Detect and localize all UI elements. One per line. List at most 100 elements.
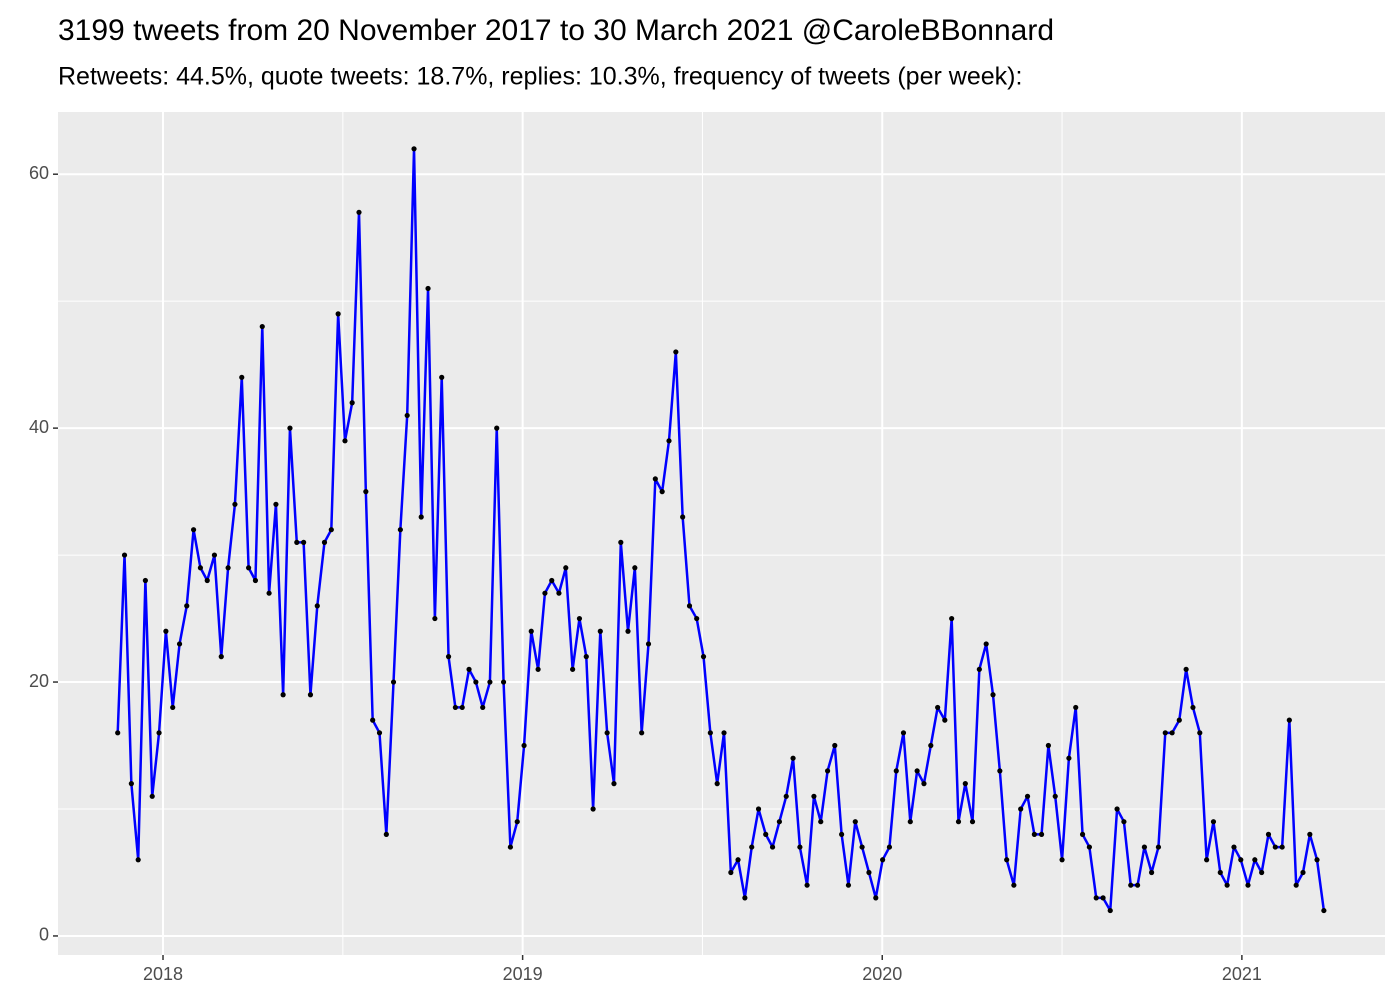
data-point [1307,831,1313,837]
data-point [232,501,238,507]
data-point [115,730,121,736]
data-point [149,793,155,799]
data-point [170,704,176,711]
y-tick-label: 0 [39,925,49,945]
data-point [1169,730,1175,736]
data-point [225,565,231,571]
data-point [1293,882,1299,888]
y-tick-label: 40 [29,417,49,437]
data-point [1018,806,1024,812]
data-point [604,730,610,736]
data-point [294,539,300,545]
data-point [824,768,831,774]
data-point [349,400,355,406]
data-point [776,819,782,825]
data-point [432,615,438,622]
data-point [852,819,858,825]
data-point [997,768,1003,774]
data-point [266,590,272,596]
data-point [1011,882,1017,888]
data-point [556,590,562,596]
data-point [866,869,872,876]
data-point [1238,857,1244,863]
data-point [783,793,789,799]
data-point [514,819,520,825]
y-tick-label: 20 [29,671,49,691]
data-point [218,654,224,660]
data-point [1155,844,1162,850]
data-point [714,781,720,787]
data-point [1066,755,1072,761]
data-point [1259,869,1265,876]
data-point [666,438,672,444]
data-point [570,666,576,672]
data-point [673,349,679,355]
data-point [590,806,596,812]
data-point [811,793,817,799]
data-point [625,628,631,634]
data-point [1190,704,1196,711]
data-point [370,717,376,723]
data-point [1059,857,1065,863]
x-tick-label: 2021 [1222,964,1262,984]
data-point [1114,806,1120,812]
data-point [1231,844,1237,850]
data-point [439,374,445,380]
x-tick-label: 2018 [143,964,183,984]
x-tick-label: 2019 [503,964,543,984]
data-point [728,869,734,876]
data-point [184,603,190,609]
data-point [239,374,245,380]
data-point [190,527,197,533]
data-point [983,641,989,647]
data-point [955,819,962,825]
data-point [1321,907,1327,914]
data-point [845,882,852,888]
data-point [176,641,183,647]
data-point [321,539,328,545]
data-point [487,679,493,685]
data-point [632,565,638,571]
data-point [886,844,893,850]
data-point [597,628,603,634]
data-point [197,565,204,571]
data-point [1038,831,1045,837]
data-point [535,666,541,672]
data-point [528,628,534,634]
data-point [949,615,955,622]
chart-subtitle: Retweets: 44.5%, quote tweets: 18.7%, re… [58,63,1022,91]
data-point [163,628,169,634]
data-point [942,717,948,723]
data-point [686,603,693,609]
data-point [459,704,465,711]
data-point [1224,882,1230,888]
data-point [804,882,810,888]
data-point [755,806,762,812]
data-point [1252,857,1258,863]
data-point [659,489,665,495]
data-point [356,209,362,215]
data-point [818,819,824,825]
data-point [142,577,148,584]
data-point [397,527,403,533]
data-point [363,489,369,495]
data-point [1217,869,1223,876]
data-point [639,730,645,736]
data-point [1149,869,1155,876]
data-point [962,781,968,787]
data-point [383,831,389,837]
data-point [1107,907,1113,914]
data-point [928,742,934,749]
data-point [680,514,686,520]
data-point [135,857,141,863]
data-point [1183,666,1189,672]
data-point [549,577,555,584]
data-point [721,730,727,736]
y-tick-label: 60 [29,163,49,183]
data-point [880,857,886,863]
data-point [563,565,569,571]
data-point [342,438,348,444]
data-point [1079,831,1086,837]
data-point [1045,742,1051,749]
data-point [542,590,548,596]
